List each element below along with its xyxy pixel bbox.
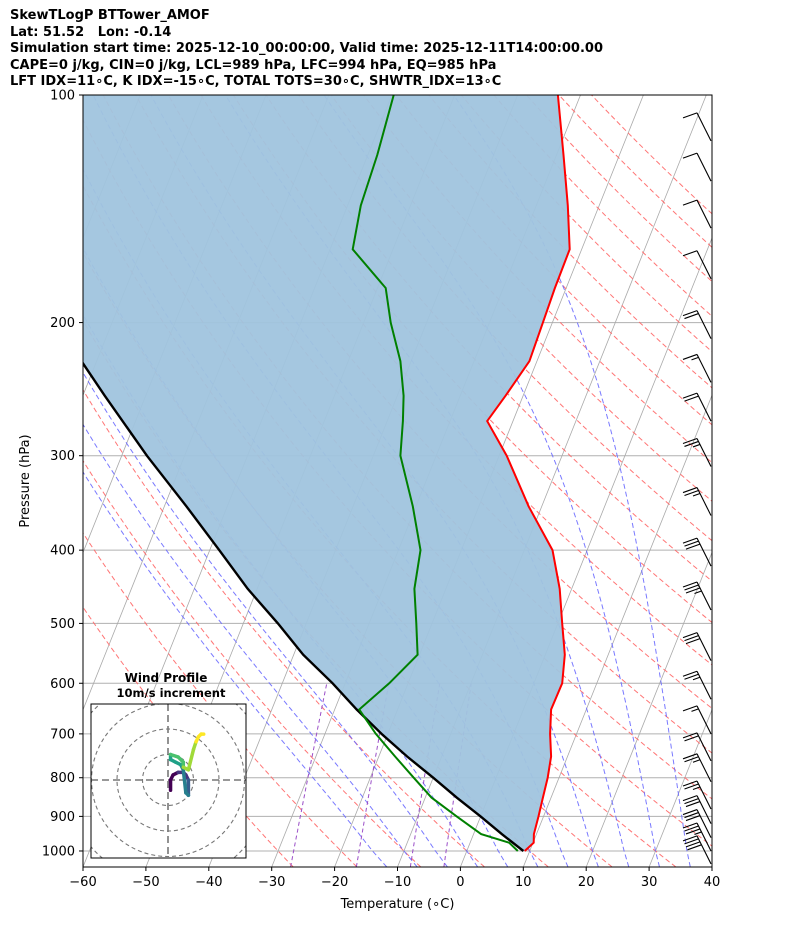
moist-adiabat bbox=[83, 471, 388, 867]
hodograph-title: Wind Profile bbox=[125, 671, 208, 685]
dry-adiabat bbox=[135, 95, 712, 754]
hodograph-subtitle: 10m/s increment bbox=[117, 686, 226, 700]
x-tick-label: 0 bbox=[456, 875, 464, 890]
parcel-profile-line bbox=[83, 361, 525, 852]
location-line: Lat: 51.52 Lon: -0.14 bbox=[10, 24, 172, 40]
wind-barb bbox=[682, 437, 712, 467]
wind-barb bbox=[682, 487, 712, 516]
wind-barb bbox=[682, 835, 712, 865]
isotherm bbox=[648, 708, 712, 867]
y-tick-label: 400 bbox=[50, 544, 75, 559]
wind-barb bbox=[682, 152, 712, 182]
wind-barb bbox=[682, 753, 712, 783]
dry-adiabat bbox=[395, 95, 712, 426]
y-tick-label: 100 bbox=[50, 89, 75, 104]
dry-adiabat bbox=[167, 95, 712, 709]
dry-adiabat bbox=[298, 95, 712, 542]
cape-cin-shading bbox=[83, 95, 570, 851]
moist-adiabat bbox=[83, 371, 448, 867]
isotherm bbox=[0, 95, 77, 867]
x-tick-label: 30 bbox=[641, 875, 658, 890]
dry-adiabat bbox=[363, 95, 712, 464]
x-tick-label: −60 bbox=[69, 875, 96, 890]
moist-adiabat bbox=[453, 95, 691, 867]
x-axis-label: Temperature (∘C) bbox=[340, 897, 455, 912]
y-tick-label: 600 bbox=[50, 677, 75, 692]
wind-barb bbox=[682, 392, 712, 422]
wind-barb bbox=[682, 353, 712, 383]
wind-barb bbox=[682, 795, 712, 824]
x-tick-label: 40 bbox=[704, 875, 721, 890]
wind-barb bbox=[682, 822, 712, 852]
temperature-profile-line bbox=[486, 95, 571, 852]
wind-barb bbox=[682, 537, 712, 567]
wind-barb bbox=[682, 581, 712, 611]
isotherm bbox=[711, 865, 712, 867]
dewpoint-profile-line bbox=[351, 95, 519, 852]
dry-adiabat bbox=[83, 532, 358, 867]
hodograph-plot bbox=[91, 704, 246, 858]
x-tick-label: 20 bbox=[578, 875, 595, 890]
wind-barb bbox=[682, 112, 712, 142]
wind-barb bbox=[682, 780, 712, 810]
x-tick-label: 10 bbox=[515, 875, 532, 890]
y-tick-label: 900 bbox=[50, 810, 75, 825]
wind-barb bbox=[682, 310, 712, 339]
isotherm bbox=[0, 95, 14, 867]
y-tick-label: 200 bbox=[50, 316, 75, 331]
wind-barb bbox=[682, 705, 712, 735]
time-line: Simulation start time: 2025-12-10_00:00:… bbox=[10, 41, 603, 56]
isotherm bbox=[522, 394, 712, 867]
x-tick-label: −50 bbox=[132, 875, 159, 890]
x-tick-label: −30 bbox=[258, 875, 285, 890]
dry-adiabat bbox=[330, 95, 712, 502]
y-tick-label: 800 bbox=[50, 771, 75, 786]
cape-line: CAPE=0 j/kg, CIN=0 j/kg, LCL=989 hPa, LF… bbox=[10, 57, 497, 73]
hodograph-segment bbox=[186, 747, 196, 772]
index-line: LFT IDX=11∘C, K IDX=-15∘C, TOTAL TOTS=30… bbox=[10, 74, 502, 89]
dry-adiabat bbox=[591, 95, 712, 215]
x-tick-label: −10 bbox=[384, 875, 411, 890]
y-tick-label: 500 bbox=[50, 617, 75, 632]
moist-adiabat bbox=[323, 95, 660, 867]
figure-header: SkewTLogP BTTower_AMOF Lat: 51.52 Lon: -… bbox=[10, 8, 790, 91]
dry-adiabat bbox=[265, 95, 712, 582]
wind-barb bbox=[682, 809, 712, 838]
wind-barb bbox=[682, 250, 712, 279]
y-tick-label: 300 bbox=[50, 449, 75, 464]
moist-adiabat bbox=[224, 95, 630, 867]
y-tick-label: 700 bbox=[50, 727, 75, 742]
mixing-ratio-line bbox=[290, 683, 328, 867]
plot-area bbox=[0, 95, 712, 867]
y-tick-label: 1000 bbox=[42, 844, 75, 859]
isotherm bbox=[585, 551, 712, 867]
wind-barb bbox=[682, 732, 712, 762]
wind-barb bbox=[682, 199, 712, 229]
figure-title: SkewTLogP BTTower_AMOF bbox=[10, 8, 210, 23]
wind-barb bbox=[682, 632, 712, 661]
x-tick-label: −40 bbox=[195, 875, 222, 890]
wind-barb bbox=[682, 670, 712, 700]
hodograph-segment bbox=[181, 768, 188, 795]
hodograph-frame bbox=[90, 703, 247, 859]
y-axis-label: Pressure (hPa) bbox=[18, 434, 33, 527]
x-tick-label: −20 bbox=[321, 875, 348, 890]
